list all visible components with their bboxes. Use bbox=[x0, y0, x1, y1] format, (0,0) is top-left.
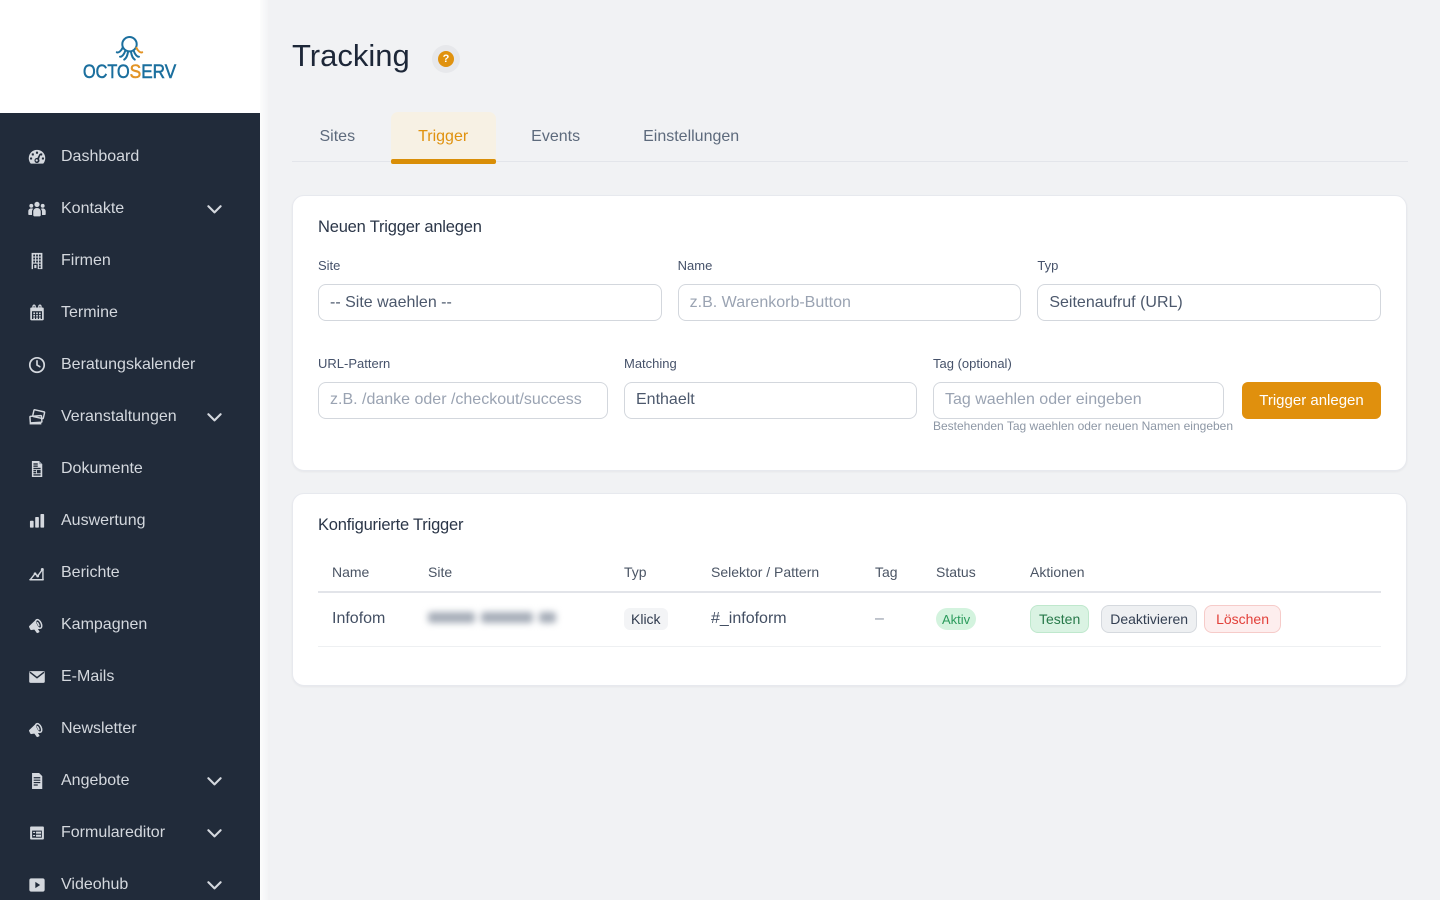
svg-text:ERV: ERV bbox=[141, 62, 176, 83]
svg-text:S: S bbox=[130, 62, 142, 83]
svg-text:OCTO: OCTO bbox=[83, 62, 130, 83]
